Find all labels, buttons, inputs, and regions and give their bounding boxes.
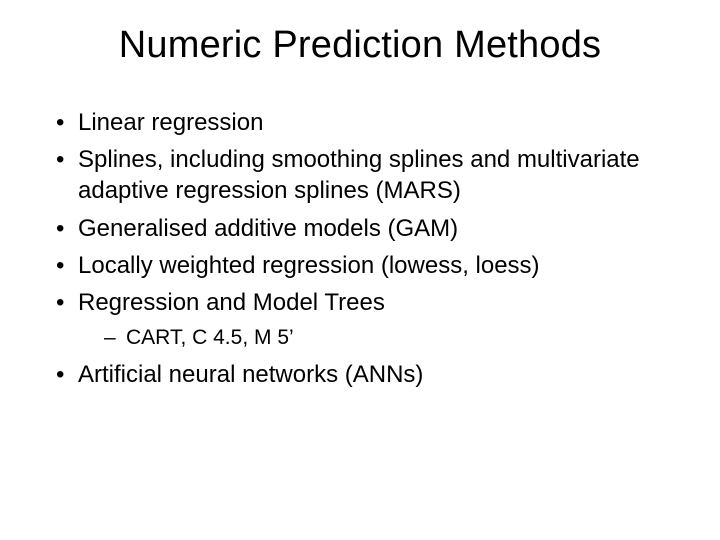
bullet-text: Locally weighted regression (lowess, loe…	[78, 252, 540, 279]
bullet-list: Linear regression Splines, including smo…	[50, 107, 670, 391]
sub-list-item: CART, C 4.5, M 5’	[78, 324, 670, 351]
bullet-text: Linear regression	[78, 109, 263, 136]
list-item: Splines, including smoothing splines and…	[50, 144, 670, 206]
sub-list: CART, C 4.5, M 5’	[78, 324, 670, 351]
bullet-text: Generalised additive models (GAM)	[78, 215, 458, 242]
list-item: Generalised additive models (GAM)	[50, 213, 670, 244]
list-item: Regression and Model Trees CART, C 4.5, …	[50, 287, 670, 351]
bullet-text: Splines, including smoothing splines and…	[78, 146, 640, 204]
bullet-text: Regression and Model Trees	[78, 289, 385, 316]
slide-title: Numeric Prediction Methods	[50, 24, 670, 67]
list-item: Locally weighted regression (lowess, loe…	[50, 250, 670, 281]
slide: Numeric Prediction Methods Linear regres…	[0, 0, 720, 540]
bullet-text: Artificial neural networks (ANNs)	[78, 361, 423, 388]
list-item: Linear regression	[50, 107, 670, 138]
list-item: Artificial neural networks (ANNs)	[50, 359, 670, 390]
sub-bullet-text: CART, C 4.5, M 5’	[126, 326, 294, 349]
